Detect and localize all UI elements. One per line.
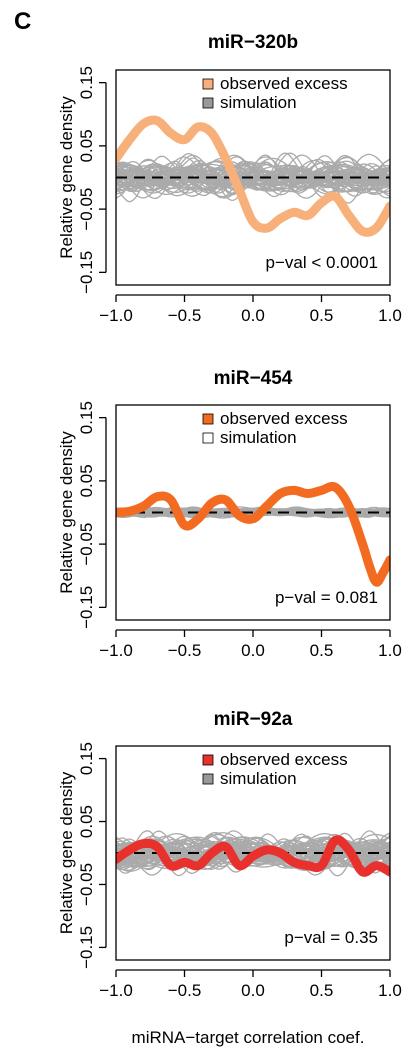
plot-frame bbox=[115, 745, 391, 961]
simulation-line bbox=[116, 160, 390, 195]
y-tick-label: −0.05 bbox=[77, 523, 96, 566]
x-axis-label: miRNA−target correlation coef. bbox=[132, 1028, 365, 1047]
legend-label-simulation: simulation bbox=[220, 93, 297, 112]
chart-panel-2: miR−454 −1.0 −0.5 0.0 0.5 1.0 −0.15 −0.05 0.05 0.… bbox=[57, 368, 402, 660]
x-tick-label: 1.0 bbox=[378, 306, 402, 325]
x-tick-label: 0.5 bbox=[310, 306, 334, 325]
legend-label-simulation: simulation bbox=[220, 769, 297, 788]
x-tick-label: 0.0 bbox=[241, 981, 265, 1000]
simulation-line bbox=[116, 510, 390, 515]
y-tick-label: 0.05 bbox=[77, 805, 96, 838]
y-tick-label: 0.05 bbox=[77, 129, 96, 162]
panels: miR−320b −1.0 −0.5 0.0 0.5 1.0 −0.15 −0.05 0.05 0… bbox=[57, 32, 402, 1000]
legend-swatch-observed bbox=[202, 78, 214, 90]
x-tick-label: 1.0 bbox=[378, 641, 402, 660]
simulation-line bbox=[116, 832, 390, 871]
legend-label-observed: observed excess bbox=[220, 409, 348, 428]
observed-excess-line bbox=[116, 835, 390, 877]
simulation-line bbox=[116, 154, 390, 194]
p-value-annotation: p−val < 0.0001 bbox=[266, 253, 378, 272]
x-tick-label: 0.0 bbox=[241, 306, 265, 325]
y-tick-label: 0.15 bbox=[77, 742, 96, 775]
plot-frame bbox=[115, 404, 391, 621]
y-axis-label: Relative gene density bbox=[57, 431, 76, 594]
y-tick-label: −0.05 bbox=[77, 188, 96, 231]
x-tick-label: 0.0 bbox=[241, 641, 265, 660]
legend-swatch-observed bbox=[202, 413, 214, 425]
x-tick-label: −0.5 bbox=[168, 981, 202, 1000]
observed-excess-line bbox=[116, 115, 390, 237]
simulation-line bbox=[116, 160, 390, 191]
p-value-annotation: p−val = 0.35 bbox=[284, 928, 378, 947]
y-tick-label: −0.05 bbox=[77, 863, 96, 906]
legend-label-observed: observed excess bbox=[220, 74, 348, 93]
x-tick-label: 0.5 bbox=[310, 981, 334, 1000]
y-tick-label: 0.15 bbox=[77, 401, 96, 434]
legend-swatch-simulation bbox=[202, 432, 214, 444]
y-axis-label: Relative gene density bbox=[57, 771, 76, 934]
observed-excess-line bbox=[116, 481, 390, 587]
simulation-line bbox=[116, 158, 390, 197]
legend-swatch-simulation bbox=[202, 773, 214, 785]
chart-panel-1: miR−320b −1.0 −0.5 0.0 0.5 1.0 −0.15 −0.05 0.05 0… bbox=[57, 32, 402, 325]
y-tick-label: −0.15 bbox=[77, 586, 96, 629]
x-tick-label: −1.0 bbox=[99, 981, 133, 1000]
simulation-line bbox=[116, 157, 390, 198]
panel-letter: C bbox=[14, 8, 31, 35]
chart-panel-3: miR−92a −1.0 −0.5 0.0 0.5 1.0 −0.15 −0.05 0.05 0.… bbox=[57, 709, 402, 1000]
simulation-line bbox=[116, 164, 390, 190]
chart-title: miR−320b bbox=[208, 32, 298, 53]
y-tick-label: 0.05 bbox=[77, 464, 96, 497]
simulation-line bbox=[116, 836, 390, 871]
observed-series bbox=[116, 835, 390, 877]
legend-label-observed: observed excess bbox=[220, 750, 348, 769]
chart-title: miR−92a bbox=[214, 709, 293, 730]
legend-swatch-simulation bbox=[202, 97, 214, 109]
legend-label-simulation: simulation bbox=[220, 428, 297, 447]
simulation-lines bbox=[116, 152, 390, 204]
x-tick-label: 0.5 bbox=[310, 641, 334, 660]
plot-frame bbox=[115, 69, 391, 286]
y-tick-label: −0.15 bbox=[77, 251, 96, 294]
chart-title: miR−454 bbox=[214, 368, 293, 389]
observed-series bbox=[116, 115, 390, 237]
legend-swatch-observed bbox=[202, 754, 214, 766]
x-tick-label: −0.5 bbox=[168, 641, 202, 660]
y-axis-label: Relative gene density bbox=[57, 96, 76, 259]
x-tick-label: −0.5 bbox=[168, 306, 202, 325]
x-tick-label: −1.0 bbox=[99, 306, 133, 325]
p-value-annotation: p−val = 0.081 bbox=[275, 588, 378, 607]
y-tick-label: −0.15 bbox=[77, 926, 96, 969]
observed-series bbox=[116, 481, 390, 587]
x-tick-label: 1.0 bbox=[378, 981, 402, 1000]
x-tick-label: −1.0 bbox=[99, 641, 133, 660]
y-tick-label: 0.15 bbox=[77, 66, 96, 99]
